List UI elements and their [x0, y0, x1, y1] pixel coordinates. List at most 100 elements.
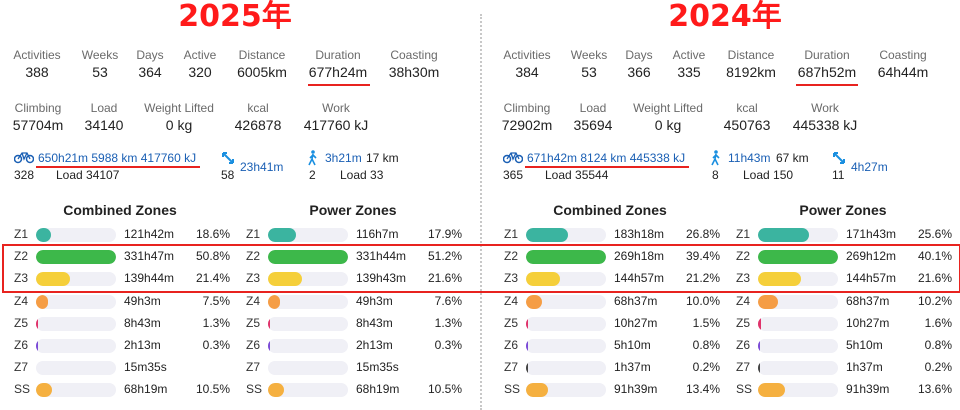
zone-percent: 10.0% [685, 293, 720, 308]
zone-bar-fill [758, 383, 786, 398]
zone-row: Z7 1h37m 0.2% [504, 358, 724, 378]
stat-label: Load [90, 101, 118, 115]
other-count: 11 [832, 168, 845, 182]
zone-percent: 26.8% [685, 227, 720, 241]
zone-bar-track [526, 316, 606, 331]
walk-icon [711, 150, 720, 166]
zone-bar-track [268, 272, 348, 287]
zone-row: Z7 15m35s [246, 358, 466, 378]
zone-percent: 18.6% [195, 227, 230, 241]
stat-label: Duration [804, 48, 850, 62]
combined-zones-title: Combined Zones [553, 202, 667, 218]
walk-distance: 17 km [366, 151, 399, 165]
zone-bar-track [36, 383, 116, 398]
stat-climbing: Climbing 72902m [487, 101, 567, 134]
zone-percent: 0.3% [434, 338, 462, 352]
other-summary-link[interactable]: 4h27m [851, 160, 888, 174]
zone-row: Z6 2h13m 0.3% [14, 336, 234, 356]
stat-duration: Duration 687h52m [787, 48, 867, 81]
zone-time: 139h44m [124, 271, 175, 286]
zone-bar-track [526, 383, 606, 398]
zone-bar-track [36, 228, 116, 242]
zone-time: 2h13m [124, 338, 161, 352]
zone-label: Z5 [504, 315, 519, 330]
zone-row: Z5 10h27m 1.5% [504, 314, 724, 334]
zone-row: Z2 331h44m 51.2% [246, 247, 466, 267]
other-count: 58 [221, 168, 235, 182]
zone-row: Z1 183h18m 26.8% [504, 225, 724, 245]
zone-row: Z3 144h57m 21.2% [504, 269, 724, 289]
zone-row: Z6 5h10m 0.8% [504, 336, 724, 356]
stat-label: kcal [247, 101, 269, 115]
zone-bar-fill [526, 339, 529, 353]
zone-percent: 21.4% [195, 271, 230, 286]
zone-time: 139h43m [356, 271, 407, 286]
zone-percent: 1.6% [924, 315, 952, 330]
zone-bar-track [268, 316, 348, 331]
zone-time: 116h7m [356, 227, 399, 241]
zone-label: Z6 [14, 338, 29, 352]
stat-value: 320 [188, 64, 212, 80]
zone-label: SS [246, 382, 263, 397]
zone-row: Z7 15m35s [14, 358, 234, 378]
zone-bar-fill [758, 339, 761, 353]
stat-value: 72902m [501, 117, 553, 133]
stat-activities: Activities 384 [487, 48, 567, 81]
stat-value: 53 [581, 64, 597, 80]
zone-row: SS 91h39m 13.6% [736, 380, 956, 400]
year-panel-2025: 2025年 Activities 388 Weeks 53 Days 364 Acti… [0, 0, 470, 410]
zone-time: 49h3m [356, 293, 393, 308]
zone-row: Z4 68h37m 10.2% [736, 292, 956, 312]
zone-time: 10h27m [614, 315, 658, 330]
zone-bar-fill [526, 228, 569, 242]
bike-summary-link[interactable]: 650h21m 5988 km 417760 kJ [38, 151, 197, 165]
walk-load: Load 33 [340, 168, 384, 182]
zone-bar-fill [758, 250, 838, 265]
stat-label: Weight Lifted [633, 101, 703, 115]
stat-value: 366 [627, 64, 651, 80]
zone-label: Z2 [504, 249, 519, 264]
zone-label: Z6 [246, 338, 261, 352]
zone-bar-fill [758, 361, 761, 376]
stat-duration: Duration 677h24m [298, 48, 378, 81]
zone-row: Z5 8h43m 1.3% [246, 314, 466, 334]
zone-label: Z2 [246, 249, 261, 264]
stat-label: Active [183, 48, 217, 62]
zone-row: Z5 10h27m 1.6% [736, 314, 956, 334]
zone-row: SS 91h39m 13.4% [504, 380, 724, 400]
zone-bar-fill [268, 250, 348, 265]
zone-percent: 40.1% [917, 249, 952, 264]
other-summary-link[interactable]: 23h41m [240, 160, 284, 174]
stat-activities: Activities 388 [0, 48, 77, 81]
zone-bar-track [36, 316, 116, 331]
stat-kcal: kcal 426878 [218, 101, 298, 134]
zone-percent: 7.6% [434, 293, 462, 308]
stat-weight-lifted: Weight Lifted 0 kg [628, 101, 708, 134]
zone-label: Z1 [246, 227, 261, 241]
zone-label: Z5 [736, 315, 751, 330]
zone-percent: 39.4% [685, 249, 720, 264]
stat-label: Coasting [879, 48, 927, 62]
zone-time: 2h13m [356, 338, 393, 352]
zone-row: Z7 1h37m 0.2% [736, 358, 956, 378]
zone-label: Z1 [14, 227, 29, 241]
zone-time: 171h43m [846, 227, 897, 241]
stat-value: 6005km [237, 64, 287, 80]
stat-label: Distance [238, 48, 286, 62]
stat-load: Load 34140 [64, 101, 144, 134]
stat-value: 0 kg [654, 117, 682, 133]
zone-bar-track [268, 250, 348, 265]
zone-label: SS [736, 382, 753, 397]
bike-summary-link[interactable]: 671h42m 8124 km 445338 kJ [527, 151, 686, 165]
zone-bar-fill [36, 316, 39, 331]
zone-bar-track [526, 361, 606, 376]
walk-summary-link[interactable]: 11h43m [728, 151, 771, 165]
zone-time: 68h19m [356, 382, 400, 397]
zone-bar-track [526, 339, 606, 353]
stat-value: 35694 [573, 117, 613, 133]
zone-bar-track [36, 294, 116, 309]
zone-label: Z7 [736, 360, 751, 375]
walk-summary-link[interactable]: 3h21m [325, 151, 362, 165]
zone-time: 49h3m [124, 293, 161, 308]
zone-time: 15m35s [356, 360, 399, 375]
